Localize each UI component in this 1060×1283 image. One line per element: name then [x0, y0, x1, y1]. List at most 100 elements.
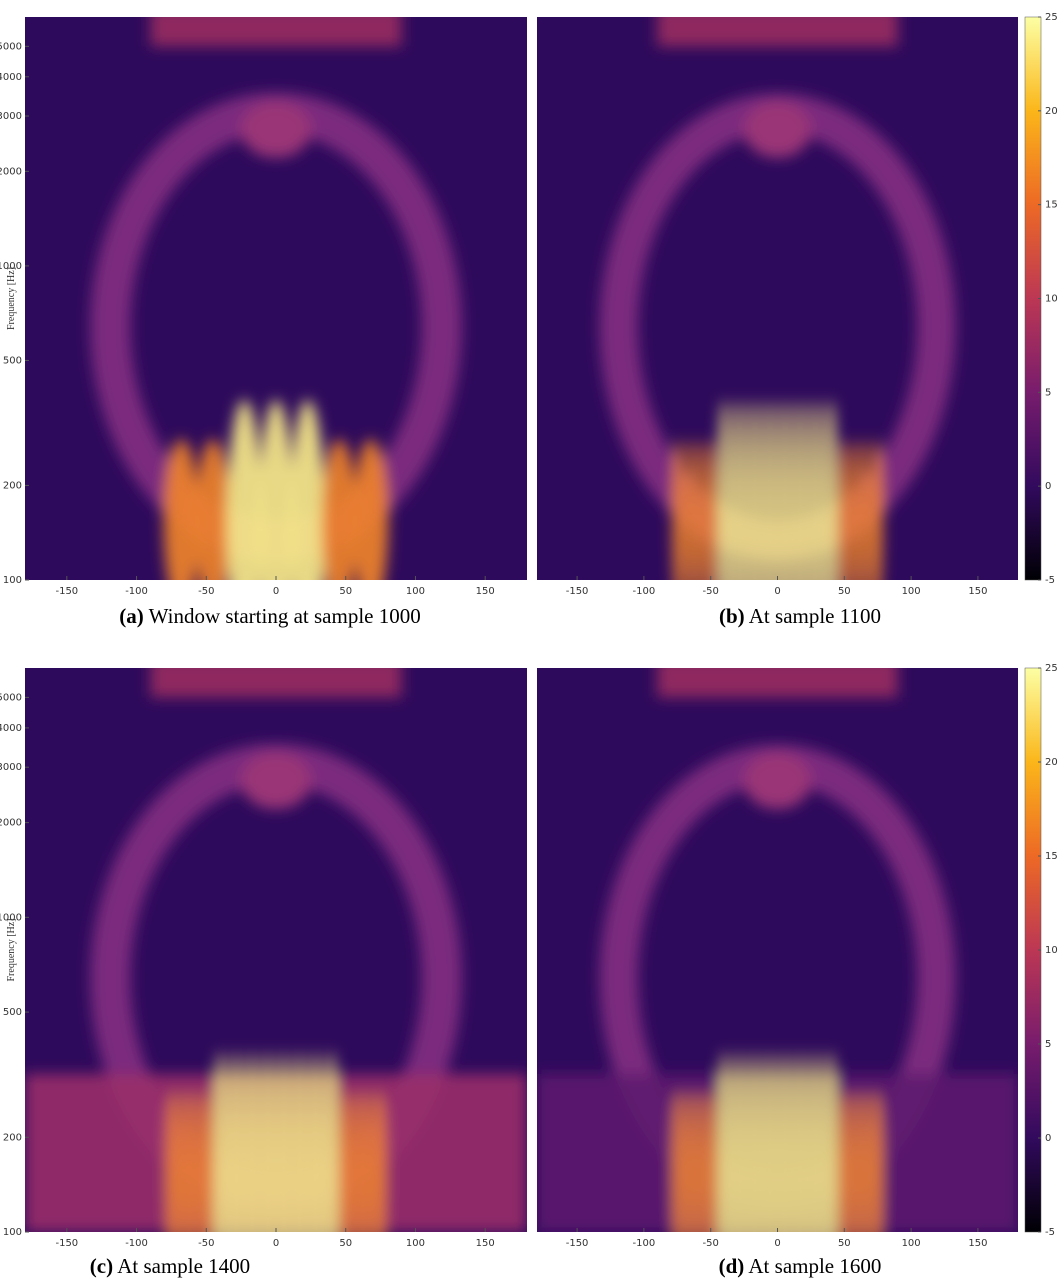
x-tick-label: -50: [703, 1238, 719, 1249]
y-tick-label: 3000: [0, 111, 22, 122]
low-blob: [226, 399, 263, 580]
heatmap-texture: [537, 668, 1018, 1232]
x-tick-label: 0: [273, 1238, 279, 1249]
y-tick-label: 2000: [0, 166, 22, 177]
low-blob: [778, 399, 792, 580]
caption-label: (b): [719, 604, 745, 628]
x-tick-label: 100: [902, 1238, 921, 1249]
x-tick-label: 0: [774, 1238, 780, 1249]
low-blob: [289, 399, 326, 580]
y-tick-label: 200: [3, 480, 22, 491]
x-tick-label: 50: [838, 586, 851, 597]
caption: (c) At sample 1400: [90, 1254, 250, 1278]
low-blob: [276, 1051, 291, 1232]
x-tick-label: -50: [703, 586, 719, 597]
low-blob: [869, 1091, 883, 1232]
low-blob: [732, 1051, 747, 1232]
low-band: [25, 1074, 527, 1232]
colorbar-tick-label: 15: [1045, 851, 1058, 862]
cap-peak: [240, 752, 312, 809]
low-blob: [245, 1051, 260, 1232]
top-band: [150, 17, 402, 47]
low-blob: [853, 1091, 868, 1232]
heatmap-texture: [25, 668, 527, 1232]
heatmap: [537, 668, 1018, 1232]
caption-text: At sample 1400: [117, 1254, 250, 1278]
y-tick-label: 4000: [0, 723, 22, 734]
low-blob: [778, 1051, 792, 1232]
low-blob: [763, 1051, 777, 1232]
low-blob: [672, 439, 686, 580]
low-blob: [702, 439, 717, 580]
caption: (d) At sample 1600: [719, 1254, 882, 1278]
low-blob: [702, 1091, 717, 1232]
cap-peak: [240, 101, 312, 158]
low-blob: [853, 439, 868, 580]
low-blob: [687, 1091, 702, 1232]
caption-text: Window starting at sample 1000: [149, 604, 421, 628]
low-blob: [324, 1051, 339, 1232]
x-tick-label: 150: [968, 586, 987, 597]
colorbar-tick-label: -5: [1045, 1227, 1055, 1238]
caption-label: (c): [90, 1254, 113, 1278]
colorbar-tick-label: 10: [1045, 294, 1058, 305]
x-tick-label: -100: [125, 1238, 148, 1249]
colorbar-tick-label: 5: [1045, 387, 1051, 398]
low-blob: [353, 439, 389, 580]
colorbar-tick-label: -5: [1045, 575, 1055, 586]
x-tick-label: -150: [566, 586, 589, 597]
colorbar-tick-label: 20: [1045, 106, 1058, 117]
y-tick-label: 1000: [0, 261, 22, 272]
x-tick-label: -150: [55, 1238, 78, 1249]
x-tick-label: -100: [633, 586, 656, 597]
caption-text: At sample 1600: [748, 1254, 881, 1278]
low-blob: [823, 399, 838, 580]
caption-text: At sample 1100: [749, 604, 881, 628]
low-blob: [717, 399, 732, 580]
low-blob: [748, 399, 762, 580]
low-blob: [321, 439, 357, 580]
low-blob: [808, 1051, 823, 1232]
low-blob: [838, 439, 853, 580]
colorbar-tick-label: 5: [1045, 1039, 1051, 1050]
x-tick-label: 100: [902, 586, 921, 597]
low-blob: [869, 439, 883, 580]
x-tick-label: 50: [838, 1238, 851, 1249]
x-tick-label: 100: [406, 586, 425, 597]
x-tick-label: -100: [125, 586, 148, 597]
low-blob: [258, 399, 294, 580]
heatmap: [25, 17, 527, 580]
x-tick-label: 150: [476, 586, 495, 597]
low-blob: [308, 1051, 323, 1232]
low-blob: [182, 1091, 197, 1232]
low-blob: [355, 1091, 370, 1232]
y-tick-label: 4000: [0, 72, 22, 83]
low-blob: [717, 1051, 732, 1232]
low-blob: [672, 1091, 686, 1232]
heatmap-texture: [90, 17, 462, 580]
caption-label: (d): [719, 1254, 745, 1278]
y-tick-label: 1000: [0, 912, 22, 923]
low-blob: [687, 439, 702, 580]
x-tick-label: -150: [55, 586, 78, 597]
y-tick-label: 3000: [0, 762, 22, 773]
x-tick-label: 100: [406, 1238, 425, 1249]
low-blob: [793, 399, 807, 580]
y-tick-label: 200: [3, 1132, 22, 1143]
x-tick-label: 150: [476, 1238, 495, 1249]
low-blob: [823, 1051, 838, 1232]
x-tick-label: -100: [633, 1238, 656, 1249]
y-tick-label: 100: [3, 1227, 22, 1238]
low-band: [537, 1074, 1018, 1232]
heatmap-texture: [599, 17, 956, 580]
x-tick-label: 0: [774, 586, 780, 597]
low-blob: [163, 439, 199, 580]
low-blob: [763, 399, 777, 580]
low-blob: [166, 1091, 181, 1232]
top-band: [657, 17, 898, 47]
cap-peak: [743, 752, 812, 809]
low-blob: [838, 1091, 853, 1232]
low-blob: [748, 1051, 762, 1232]
low-blob: [213, 1051, 228, 1232]
